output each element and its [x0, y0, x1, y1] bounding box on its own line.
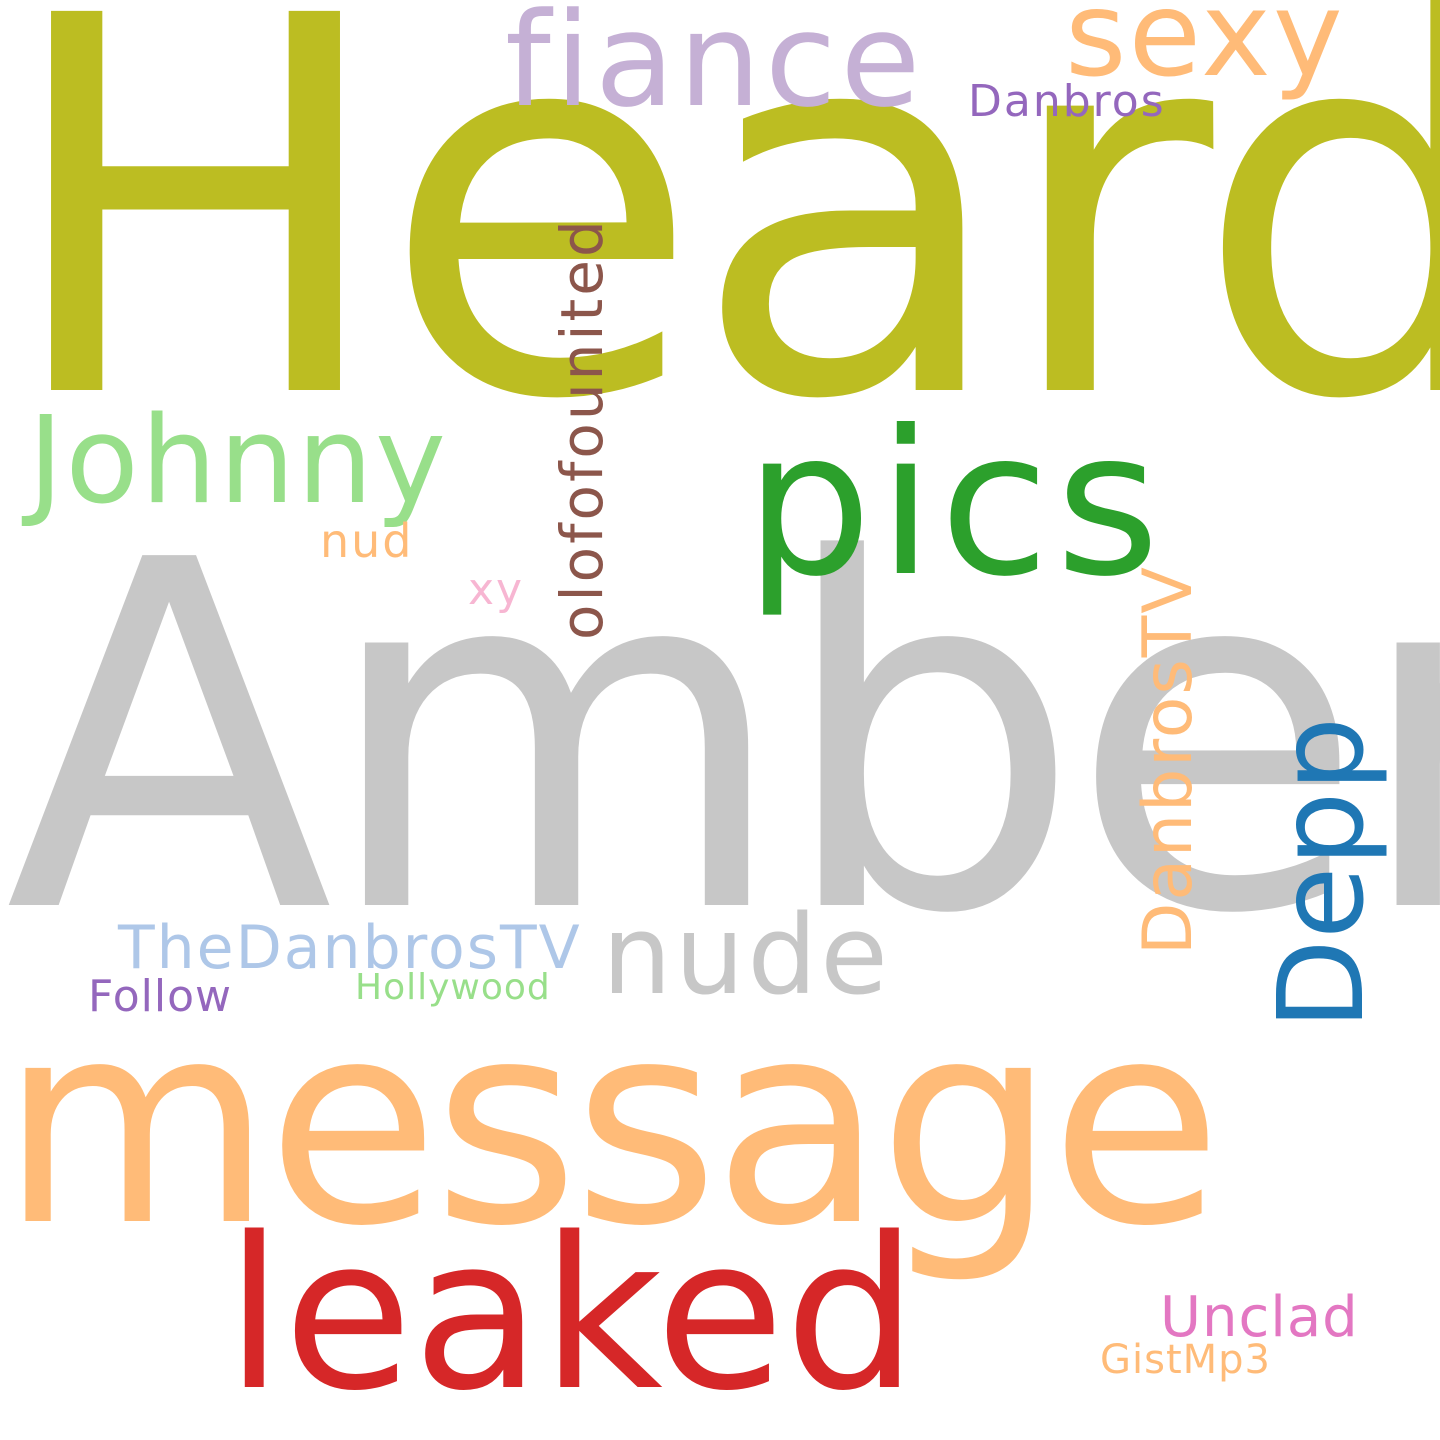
word-follow: Follow — [88, 971, 233, 1022]
word-olofofounited: olofofounited — [548, 217, 616, 640]
word-fiance: fiance — [505, 0, 925, 136]
word-danbros: Danbros — [968, 76, 1166, 127]
word-pics: pics — [745, 388, 1166, 621]
word-xy: xy — [468, 564, 525, 615]
word-hollywood: Hollywood — [355, 967, 551, 1008]
word-danbrostv: DanbrosTV — [1129, 565, 1208, 955]
word-depp: Depp — [1252, 716, 1390, 1030]
word-unclad: Unclad — [1160, 1285, 1359, 1350]
word-johnny: Johnny — [28, 392, 448, 531]
word-nude: nude — [602, 891, 891, 1019]
word-sexy: sexy — [1065, 0, 1345, 103]
word-gistmp3: GistMp3 — [1100, 1337, 1271, 1383]
word-nud: nud — [320, 514, 414, 568]
word-amber: Amber — [5, 460, 1440, 1019]
word-thedanbrostv: TheDanbrosTV — [118, 913, 582, 983]
word-message: message — [0, 962, 1222, 1288]
word-heard: Heard — [0, 0, 1440, 513]
word-leaked: leaked — [225, 1192, 918, 1437]
